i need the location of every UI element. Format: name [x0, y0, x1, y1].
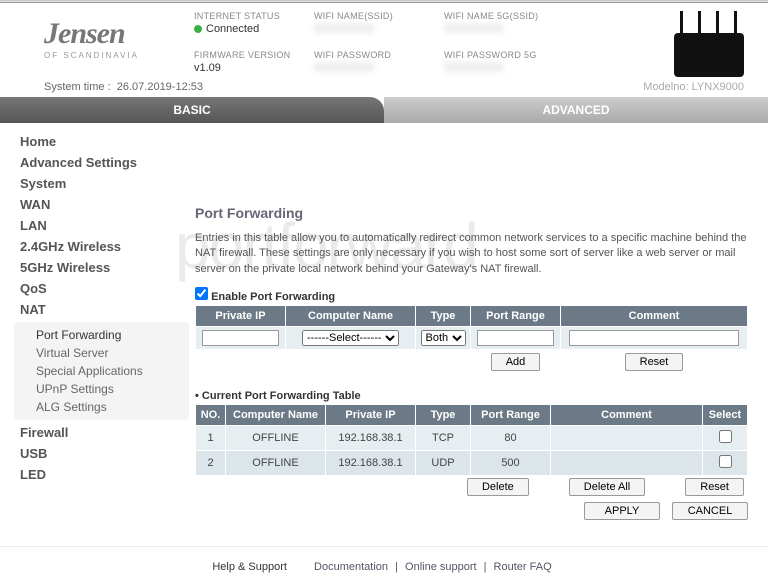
- wifi-name-value: [314, 23, 374, 33]
- enable-port-forwarding-label: Enable Port Forwarding: [211, 291, 335, 303]
- footer-online-support-link[interactable]: Online support: [405, 561, 477, 573]
- current-forwarding-table: NO. Computer Name Private IP Type Port R…: [195, 404, 748, 476]
- row-select-checkbox[interactable]: [719, 430, 732, 443]
- sidebar-item-usb[interactable]: USB: [14, 443, 189, 464]
- cancel-button[interactable]: CANCEL: [672, 502, 748, 520]
- brand-tagline: OF SCANDINAVIA: [44, 51, 184, 60]
- tab-basic[interactable]: BASIC: [0, 97, 384, 123]
- col-crange: Port Range: [471, 405, 551, 426]
- model-number: Modelno: LYNX9000: [643, 81, 744, 93]
- enable-port-forwarding-checkbox[interactable]: [195, 287, 208, 300]
- sidebar-item-special-applications[interactable]: Special Applications: [14, 362, 189, 380]
- col-no: NO.: [196, 405, 226, 426]
- wifi-pw-value: [314, 62, 374, 72]
- internet-status-label: INTERNET STATUS: [194, 11, 304, 21]
- brand-name: Jensen: [44, 17, 184, 51]
- brand-logo: Jensen OF SCANDINAVIA: [44, 11, 184, 60]
- page-description: Entries in this table allow you to autom…: [195, 231, 748, 277]
- wifi-name-label: WIFI NAME(SSID): [314, 11, 434, 21]
- sidebar-item-led[interactable]: LED: [14, 464, 189, 485]
- internet-status-value: Connected: [194, 23, 304, 35]
- private-ip-input[interactable]: [202, 330, 279, 346]
- sidebar-item-virtual-server[interactable]: Virtual Server: [14, 344, 189, 362]
- col-port-range: Port Range: [471, 306, 561, 327]
- sidebar-item-home[interactable]: Home: [14, 131, 189, 152]
- reset-table-button[interactable]: Reset: [685, 478, 744, 496]
- type-select[interactable]: Both: [421, 330, 466, 346]
- apply-button[interactable]: APPLY: [584, 502, 660, 520]
- row-select-checkbox[interactable]: [719, 455, 732, 468]
- col-cname: Computer Name: [226, 405, 326, 426]
- wifi5g-name-label: WIFI NAME 5G(SSID): [444, 11, 584, 21]
- sidebar-item-lan[interactable]: LAN: [14, 215, 189, 236]
- sidebar-item-qos[interactable]: QoS: [14, 278, 189, 299]
- page-title: Port Forwarding: [195, 205, 748, 221]
- col-ctype: Type: [416, 405, 471, 426]
- table-row: 2 OFFLINE 192.168.38.1 UDP 500: [196, 451, 748, 476]
- col-private-ip: Private IP: [196, 306, 286, 327]
- sidebar-item-nat[interactable]: NAT: [14, 299, 189, 320]
- add-button[interactable]: Add: [491, 353, 541, 371]
- wifi5g-pw-value: [444, 62, 504, 72]
- sidebar-item-wan[interactable]: WAN: [14, 194, 189, 215]
- firmware-label: FIRMWARE VERSION: [194, 50, 304, 60]
- reset-button[interactable]: Reset: [625, 353, 684, 371]
- sidebar-item-alg-settings[interactable]: ALG Settings: [14, 398, 189, 416]
- wifi5g-pw-label: WIFI PASSWORD 5G: [444, 50, 584, 60]
- col-type: Type: [416, 306, 471, 327]
- current-table-title: Current Port Forwarding Table: [195, 390, 748, 402]
- col-ccomment: Comment: [551, 405, 703, 426]
- wifi5g-name-value: [444, 23, 504, 33]
- col-pip: Private IP: [326, 405, 416, 426]
- footer: Help & Support Documentation | Online su…: [0, 546, 768, 579]
- router-image: [664, 11, 754, 77]
- footer-router-faq-link[interactable]: Router FAQ: [494, 561, 552, 573]
- tab-advanced[interactable]: ADVANCED: [384, 97, 768, 123]
- sidebar-item-5ghz[interactable]: 5GHz Wireless: [14, 257, 189, 278]
- wifi-pw-label: WIFI PASSWORD: [314, 50, 434, 60]
- delete-all-button[interactable]: Delete All: [569, 478, 645, 496]
- table-row: 1 OFFLINE 192.168.38.1 TCP 80: [196, 426, 748, 451]
- sidebar-item-upnp-settings[interactable]: UPnP Settings: [14, 380, 189, 398]
- sidebar-item-system[interactable]: System: [14, 173, 189, 194]
- system-time: System time : 26.07.2019-12:53: [44, 81, 203, 93]
- add-entry-table: Private IP Computer Name Type Port Range…: [195, 305, 748, 374]
- col-computer-name: Computer Name: [286, 306, 416, 327]
- sidebar-item-advanced-settings[interactable]: Advanced Settings: [14, 152, 189, 173]
- help-support-label: Help & Support: [212, 561, 287, 573]
- computer-name-select[interactable]: ------Select------: [302, 330, 399, 346]
- status-dot-icon: [194, 25, 202, 33]
- sidebar-item-24ghz[interactable]: 2.4GHz Wireless: [14, 236, 189, 257]
- sidebar-item-firewall[interactable]: Firewall: [14, 422, 189, 443]
- port-range-input[interactable]: [477, 330, 554, 346]
- footer-documentation-link[interactable]: Documentation: [314, 561, 388, 573]
- delete-button[interactable]: Delete: [467, 478, 529, 496]
- firmware-value: v1.09: [194, 62, 304, 74]
- col-select: Select: [703, 405, 748, 426]
- sidebar-item-port-forwarding[interactable]: Port Forwarding: [14, 326, 189, 344]
- sidebar: Home Advanced Settings System WAN LAN 2.…: [14, 131, 189, 520]
- col-comment: Comment: [561, 306, 748, 327]
- comment-input[interactable]: [569, 330, 738, 346]
